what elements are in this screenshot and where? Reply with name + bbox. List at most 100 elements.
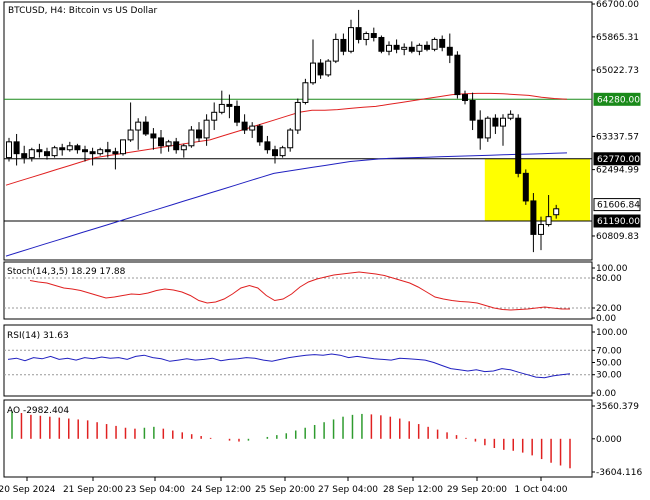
candle-body-bear — [264, 141, 271, 151]
time-tick-label: 1 Oct 04:00 — [515, 485, 568, 495]
candle — [424, 41, 430, 52]
candle-body-bear — [150, 133, 157, 139]
candle — [188, 126, 195, 148]
candle — [135, 118, 142, 150]
candle-body-bear — [196, 129, 202, 139]
candle — [218, 90, 225, 115]
price-label-text: 61606.84 — [597, 201, 640, 211]
candle — [44, 147, 50, 160]
candle — [13, 133, 20, 166]
price-label-box — [593, 214, 641, 228]
candle — [234, 100, 240, 127]
candle — [507, 110, 514, 121]
candle — [431, 37, 438, 52]
candle — [264, 135, 271, 154]
candle — [89, 147, 96, 166]
candle-body-bull — [120, 139, 126, 155]
price-label-box — [593, 198, 641, 212]
price-tick-label: 65022.73 — [596, 66, 639, 76]
stoch-series — [4, 271, 592, 311]
candle-body-bear — [454, 54, 461, 96]
ao-label: AO -2982.404 — [7, 406, 69, 416]
ao-tick-label: -3604.116 — [596, 468, 642, 478]
time-tick-label: 25 Sep 20:00 — [255, 485, 315, 495]
rsi-label: RSI(14) 31.63 — [7, 331, 69, 341]
candle-body-bear — [74, 145, 81, 151]
candle-body-bull — [545, 216, 552, 226]
candle — [180, 143, 187, 158]
candle-body-bear — [393, 44, 400, 50]
ao-tick-label: 0.000 — [596, 435, 622, 445]
candle-body-bear — [44, 151, 50, 157]
candle-body-bull — [249, 125, 256, 131]
candle — [241, 114, 248, 134]
time-tick-label: 21 Sep 20:00 — [63, 485, 123, 495]
time-tick-label: 24 Sep 12:00 — [191, 485, 251, 495]
stoch-tick-label: 100.00 — [596, 264, 628, 274]
candle — [553, 204, 560, 219]
candle-body-bull — [553, 208, 560, 216]
price-axis: 66700.00 65865.31 65022.73 63337.57 62494.99… — [592, 0, 641, 242]
candle-body-bear — [340, 38, 347, 52]
candle-body-bear — [439, 38, 446, 48]
candle — [469, 92, 476, 131]
candle — [500, 114, 506, 146]
time-axis: 20 Sep 2024 21 Sep 20:00 23 Sep 04:00 24 Se… — [0, 477, 568, 495]
candle — [515, 114, 522, 178]
candle — [272, 145, 278, 164]
highlight-zone — [484, 158, 590, 222]
candle-body-bear — [234, 105, 240, 123]
price-label-box — [593, 152, 641, 166]
candle-body-bull — [203, 119, 210, 139]
candle-body-bear — [21, 153, 28, 159]
candle-body-bear — [424, 44, 430, 50]
candle-body-bull — [287, 129, 294, 149]
time-tick-label: 20 Sep 2024 — [0, 485, 56, 495]
candle-body-bull — [416, 44, 423, 52]
candle-body-bull — [325, 60, 332, 76]
candle — [74, 143, 81, 154]
candle-body-bull — [363, 33, 370, 40]
candle-body-bear — [408, 46, 415, 52]
candle-body-bear — [515, 117, 522, 174]
candle — [332, 33, 339, 64]
candle-body-bull — [507, 113, 514, 119]
candle-body-bear — [492, 117, 499, 127]
candle-body-bear — [104, 149, 111, 153]
candle-body-bull — [6, 141, 12, 159]
candle-body-bull — [135, 121, 142, 131]
candle — [51, 145, 58, 158]
candle — [348, 19, 354, 54]
candle — [538, 216, 544, 251]
candle — [127, 102, 134, 142]
candle — [112, 147, 119, 170]
candle-body-bear — [59, 147, 66, 151]
stoch-pane-frame — [3, 261, 593, 320]
price-tick-label: 60809.83 — [596, 232, 639, 242]
highlight-zone-layer — [484, 158, 590, 222]
candle-body-bull — [180, 145, 187, 151]
candle — [142, 116, 149, 136]
candle — [97, 147, 104, 156]
price-tick-label: 62494.99 — [596, 166, 639, 176]
indicator-axes: 100.0080.0020.000.00100.0070.0050.0030.0… — [592, 264, 642, 478]
candle-body-bear — [241, 121, 248, 131]
candle-body-bear — [378, 36, 385, 52]
candle — [104, 141, 111, 158]
candle-body-bear — [317, 62, 324, 76]
candle-body-bear — [530, 200, 537, 235]
candle-body-bull — [538, 224, 544, 235]
candle-body-bull — [310, 62, 316, 84]
candle — [302, 78, 309, 105]
candle-body-bear — [158, 137, 164, 147]
candle — [408, 41, 415, 54]
candle-body-bull — [431, 38, 438, 50]
candle — [393, 39, 400, 54]
candle — [21, 145, 28, 164]
candle-body-bear — [256, 125, 263, 143]
candle-body-bull — [386, 44, 392, 52]
candle — [120, 139, 126, 156]
candle — [477, 110, 484, 150]
